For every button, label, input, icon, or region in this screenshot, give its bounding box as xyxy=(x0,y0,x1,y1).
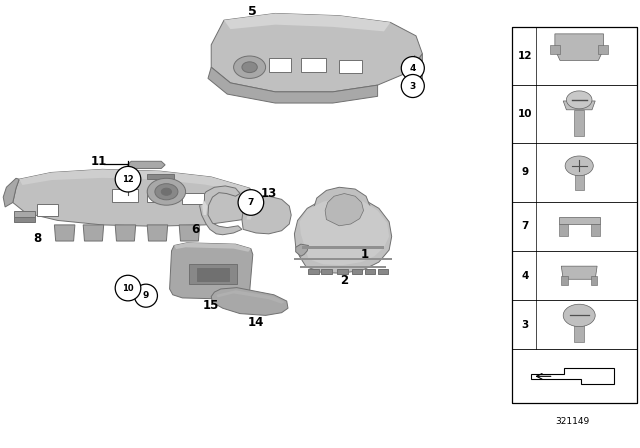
Text: 11: 11 xyxy=(91,155,108,168)
Text: 12: 12 xyxy=(122,175,134,184)
Polygon shape xyxy=(296,244,308,256)
Text: 4: 4 xyxy=(410,64,416,73)
Polygon shape xyxy=(112,189,138,202)
Polygon shape xyxy=(531,368,614,384)
Polygon shape xyxy=(561,266,597,279)
Polygon shape xyxy=(378,269,388,274)
Bar xyxy=(512,27,637,403)
Polygon shape xyxy=(208,67,378,103)
Polygon shape xyxy=(561,276,568,285)
Polygon shape xyxy=(127,161,165,168)
Polygon shape xyxy=(147,174,174,179)
Polygon shape xyxy=(147,190,172,202)
Text: 13: 13 xyxy=(260,187,277,201)
Text: 2: 2 xyxy=(340,273,348,287)
Polygon shape xyxy=(563,101,595,110)
Polygon shape xyxy=(294,196,392,273)
Polygon shape xyxy=(574,323,584,342)
Text: 14: 14 xyxy=(248,316,264,329)
Polygon shape xyxy=(339,60,362,73)
Text: 7: 7 xyxy=(521,221,529,231)
Polygon shape xyxy=(182,193,204,204)
Text: 3: 3 xyxy=(410,82,416,90)
Polygon shape xyxy=(269,58,291,72)
Polygon shape xyxy=(598,45,608,54)
Polygon shape xyxy=(37,204,58,216)
Ellipse shape xyxy=(115,166,141,192)
Circle shape xyxy=(161,188,172,195)
Circle shape xyxy=(566,91,592,109)
Circle shape xyxy=(565,156,593,176)
Polygon shape xyxy=(211,288,288,315)
Polygon shape xyxy=(197,268,229,281)
Polygon shape xyxy=(559,217,600,224)
Text: 3: 3 xyxy=(521,320,529,330)
Ellipse shape xyxy=(401,74,424,98)
Polygon shape xyxy=(189,264,237,284)
Polygon shape xyxy=(54,225,75,241)
Text: 9: 9 xyxy=(521,168,529,177)
Polygon shape xyxy=(242,196,291,234)
Text: 5: 5 xyxy=(248,4,257,18)
Polygon shape xyxy=(216,290,285,304)
Text: 1: 1 xyxy=(361,248,369,261)
Polygon shape xyxy=(13,169,259,226)
Ellipse shape xyxy=(401,56,424,80)
Polygon shape xyxy=(321,269,332,274)
Text: 321149: 321149 xyxy=(556,417,590,426)
Polygon shape xyxy=(591,224,600,236)
Circle shape xyxy=(234,56,266,78)
Polygon shape xyxy=(314,187,370,233)
Polygon shape xyxy=(294,258,392,260)
Polygon shape xyxy=(170,243,253,299)
Polygon shape xyxy=(211,13,422,92)
Text: 7: 7 xyxy=(248,198,254,207)
Polygon shape xyxy=(202,199,207,215)
Circle shape xyxy=(563,304,595,327)
Polygon shape xyxy=(365,269,375,274)
Polygon shape xyxy=(308,269,319,274)
Polygon shape xyxy=(559,224,568,236)
Polygon shape xyxy=(3,178,19,207)
Polygon shape xyxy=(174,243,251,252)
Polygon shape xyxy=(14,211,35,217)
Text: 8: 8 xyxy=(33,232,41,245)
Text: 10: 10 xyxy=(518,109,532,119)
Polygon shape xyxy=(246,201,259,220)
Polygon shape xyxy=(300,198,389,265)
Text: 12: 12 xyxy=(518,51,532,61)
Polygon shape xyxy=(574,110,584,136)
Polygon shape xyxy=(410,54,422,94)
Polygon shape xyxy=(303,246,384,249)
Polygon shape xyxy=(337,269,348,274)
Polygon shape xyxy=(301,58,326,72)
Text: 6: 6 xyxy=(191,223,199,236)
Text: 15: 15 xyxy=(203,299,220,312)
Polygon shape xyxy=(550,45,560,54)
Polygon shape xyxy=(555,34,604,60)
Polygon shape xyxy=(179,225,200,241)
Polygon shape xyxy=(224,13,390,31)
Ellipse shape xyxy=(238,190,264,215)
Text: 10: 10 xyxy=(122,284,134,293)
Polygon shape xyxy=(591,276,597,285)
Polygon shape xyxy=(147,225,168,241)
Polygon shape xyxy=(325,194,364,226)
Circle shape xyxy=(155,184,178,200)
Polygon shape xyxy=(14,217,35,222)
Polygon shape xyxy=(83,225,104,241)
Circle shape xyxy=(147,178,186,205)
Polygon shape xyxy=(19,169,250,192)
Ellipse shape xyxy=(115,275,141,301)
Polygon shape xyxy=(200,186,242,235)
Polygon shape xyxy=(352,269,362,274)
Polygon shape xyxy=(575,170,584,190)
Polygon shape xyxy=(300,266,386,268)
Ellipse shape xyxy=(134,284,157,307)
Text: 9: 9 xyxy=(143,291,149,300)
Text: 4: 4 xyxy=(521,271,529,280)
Circle shape xyxy=(242,62,257,73)
Polygon shape xyxy=(115,225,136,241)
